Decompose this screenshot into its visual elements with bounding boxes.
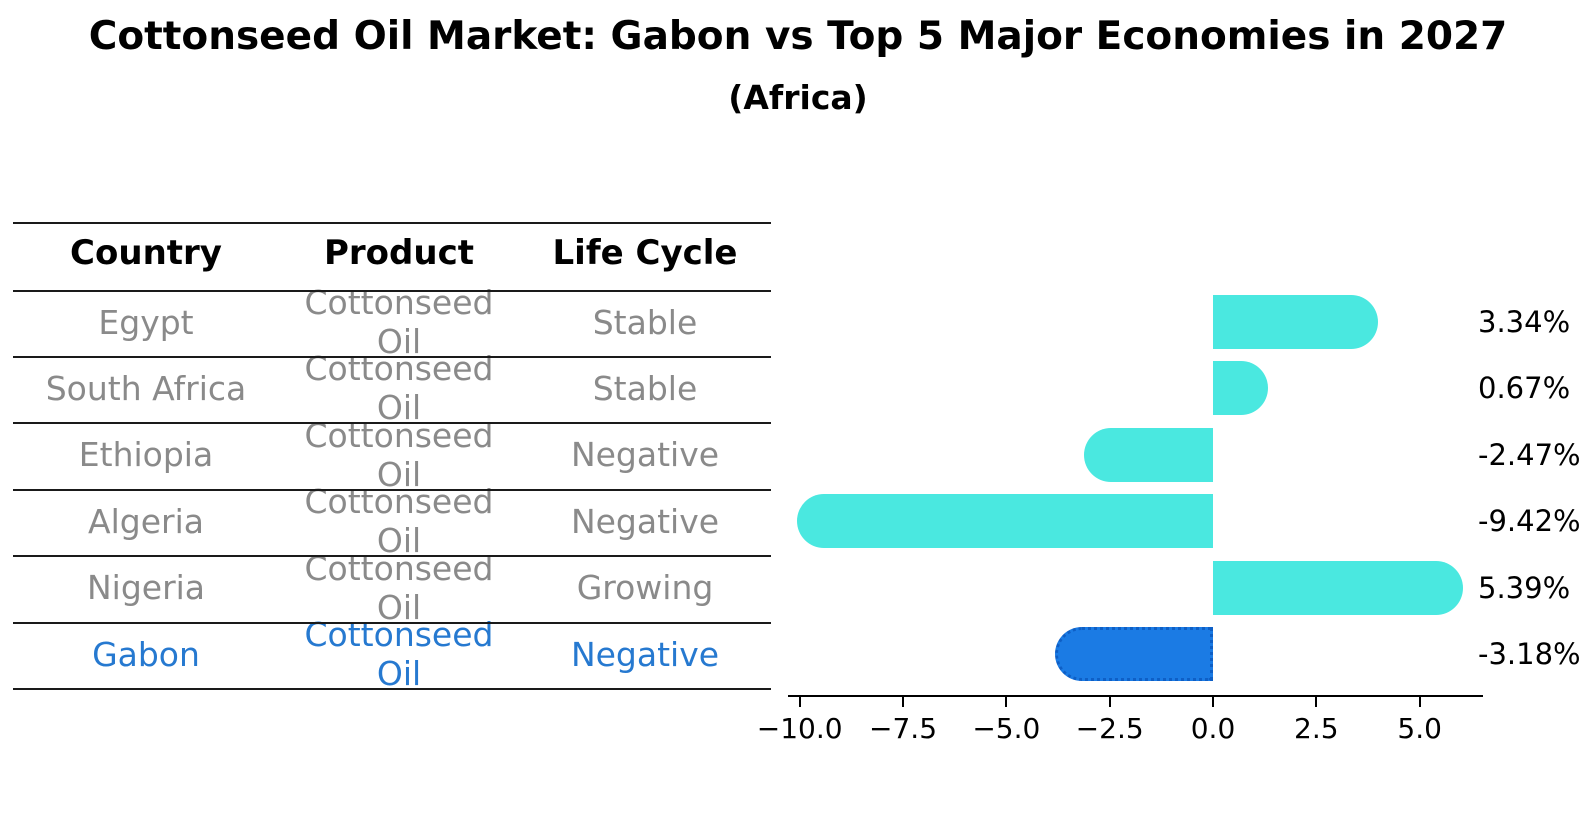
- bar-algeria: [796, 494, 1213, 549]
- table-row-egypt: Egypt Cottonseed Oil Stable: [13, 283, 771, 361]
- x-tick-label-5: 2.5: [1294, 712, 1339, 745]
- table-row-gabon-cell-1: Gabon: [92, 634, 200, 674]
- bar-egypt: [1213, 295, 1379, 349]
- table-row-gabon-cell-2: Cottonseed Oil: [304, 615, 494, 693]
- table-row-egypt-cell-1: Egypt: [98, 302, 194, 342]
- table-rule-2: [13, 356, 771, 358]
- table-row-egypt-cell-3: Stable: [592, 302, 698, 342]
- x-tick-mark-6: [1418, 697, 1421, 707]
- x-tick-mark-4: [1212, 697, 1214, 707]
- value-label-algeria: -9.42%: [1478, 504, 1581, 539]
- bar-south-africa: [1213, 361, 1268, 416]
- value-label-south-africa: 0.67%: [1478, 371, 1571, 406]
- bar-nigeria: [1213, 560, 1463, 615]
- table-row-ethiopia-cell-3: Negative: [570, 435, 720, 475]
- table-header-row-cell-3: Life Cycle: [552, 233, 738, 273]
- x-tick-label-3: −2.5: [1075, 712, 1144, 745]
- table-row-south-africa-cell-3: Stable: [592, 368, 698, 408]
- x-tick-label-6: 5.0: [1397, 712, 1442, 745]
- table-rule-6: [13, 622, 771, 624]
- bar-gabon: [1054, 627, 1213, 681]
- table-row-algeria-cell-2: Cottonseed Oil: [304, 482, 494, 561]
- table-row-gabon-cell-3: Negative: [570, 634, 720, 674]
- value-label-ethiopia: -2.47%: [1478, 437, 1581, 472]
- chart-title: Cottonseed Oil Market: Gabon vs Top 5 Ma…: [88, 14, 1508, 59]
- x-tick-mark-2: [1005, 697, 1008, 707]
- x-axis-line: [788, 695, 1483, 697]
- table-row-ethiopia: Ethiopia Cottonseed Oil Negative: [13, 416, 771, 494]
- x-tick-mark-5: [1315, 697, 1318, 707]
- x-tick-mark-0: [798, 697, 801, 707]
- table-row-nigeria-cell-1: Nigeria: [86, 568, 206, 608]
- table-rule-5: [13, 555, 771, 557]
- x-tick-label-2: −5.0: [972, 712, 1041, 745]
- table-row-nigeria: Nigeria Cottonseed Oil Growing: [13, 549, 771, 627]
- chart-subtitle: (Africa): [728, 78, 868, 117]
- bar-ethiopia: [1083, 427, 1213, 482]
- table-row-south-africa-cell-2: Cottonseed Oil: [304, 349, 494, 428]
- table-rule-7: [13, 688, 771, 690]
- table-header-row: Country Product Life Cycle: [13, 222, 771, 284]
- x-tick-mark-1: [902, 697, 905, 707]
- table-row-ethiopia-cell-1: Ethiopia: [78, 435, 214, 475]
- table-rule-4: [13, 489, 771, 491]
- table-row-gabon: Gabon Cottonseed Oil Negative: [13, 615, 771, 693]
- table-row-nigeria-cell-3: Growing: [576, 568, 714, 608]
- table-rule-1: [13, 290, 771, 292]
- table-row-egypt-cell-2: Cottonseed Oil: [304, 283, 494, 361]
- x-tick-label-0: −10.0: [756, 712, 843, 745]
- value-label-egypt: 3.34%: [1478, 305, 1571, 339]
- table-header-row-cell-1: Country: [70, 233, 222, 273]
- value-label-gabon: -3.18%: [1478, 637, 1581, 671]
- table-row-algeria: Algeria Cottonseed Oil Negative: [13, 482, 771, 560]
- table-row-algeria-cell-3: Negative: [570, 501, 720, 541]
- x-tick-mark-3: [1108, 697, 1111, 707]
- table-header-row-cell-2: Product: [324, 233, 474, 273]
- table-rule-3: [13, 422, 771, 424]
- x-tick-label-4: 0.0: [1190, 712, 1236, 745]
- table-row-south-africa-cell-1: South Africa: [45, 368, 247, 408]
- table-row-south-africa: South Africa Cottonseed Oil Stable: [13, 349, 771, 427]
- table-row-algeria-cell-1: Algeria: [88, 501, 204, 541]
- value-label-nigeria: 5.39%: [1478, 570, 1571, 605]
- table-rule-0: [13, 222, 771, 224]
- x-tick-label-1: −7.5: [869, 712, 938, 745]
